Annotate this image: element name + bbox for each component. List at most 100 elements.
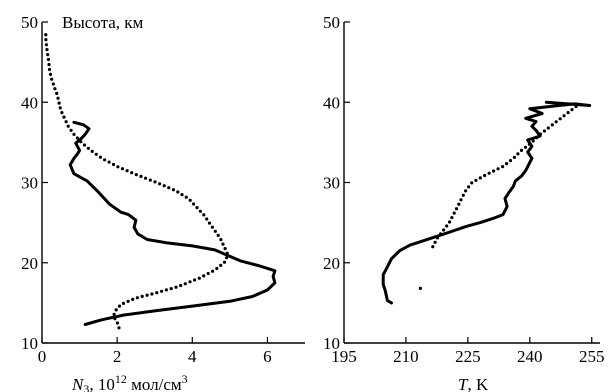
right-x-tick-label: 225 [455,347,481,366]
left-dotted-point [145,293,149,297]
left-ticks: 0 2 4 6 10 20 30 40 50 [21,13,272,366]
left-dotted-point [202,274,206,278]
right-dotted-point [448,220,452,224]
left-dotted-point [205,217,209,221]
left-dotted-point [162,184,166,188]
left-dotted-profile [44,33,229,330]
left-y-tick-label: 40 [21,93,38,112]
right-y-tick-label: 20 [323,254,340,273]
right-dotted-profile [431,104,578,249]
left-dotted-point [56,96,60,100]
left-dotted-point [103,158,107,162]
left-x-tick-label: 2 [113,347,122,366]
left-dotted-point [120,167,125,171]
left-dotted-point [60,111,64,115]
left-dotted-point [79,140,83,144]
right-x-tick-label: 240 [517,347,543,366]
right-y-tick-label: 30 [323,174,340,193]
left-dotted-point [188,198,192,202]
left-y-tick-label: 30 [21,174,38,193]
left-dotted-point [223,247,227,251]
left-dotted-point [44,38,48,42]
left-dotted-point [221,242,225,246]
left-dotted-point [130,171,134,175]
left-dotted-point [112,312,116,316]
left-dotted-point [188,280,192,284]
ozone-profile-panel: Высота, км N3, 1012 мол/см3 0 2 4 6 10 20 30 40… [21,13,305,392]
right-dotted-point [535,136,539,140]
left-dotted-point [131,297,135,301]
right-solid-profile [381,100,592,305]
left-dotted-point [197,276,201,280]
left-dotted-point [193,278,197,282]
right-dotted-point [554,120,558,124]
right-dotted-point [516,152,520,156]
left-dotted-point [94,152,98,156]
left-dotted-point [46,57,51,62]
left-dotted-point [171,188,175,192]
right-dotted-point [508,159,513,163]
right-dotted-point [527,142,532,146]
left-dotted-point [153,180,157,184]
left-dotted-point [139,174,143,178]
left-dotted-point [219,238,223,242]
left-x-tick-label: 6 [263,347,272,366]
right-x-tick-label: 195 [331,347,357,366]
left-dotted-point [117,304,122,308]
left-y-tick-label: 50 [21,13,38,32]
left-dotted-point [167,186,171,190]
right-dotted-point [512,155,517,159]
left-dotted-point [210,225,214,229]
right-dotted-point [470,181,474,185]
left-dotted-point [198,209,202,213]
right-dotted-point [523,145,528,149]
right-y-tick-label: 10 [323,334,340,353]
right-dotted-point [454,207,459,211]
temperature-profile-panel: T, K 195 210 225 240 255 10 20 30 40 50 [323,13,604,392]
left-dotted-point [121,301,126,305]
left-dotted-point [183,282,187,286]
right-dotted-point [546,126,550,130]
left-dotted-point [115,321,119,325]
right-dotted-point [431,245,435,249]
left-dotted-point [72,132,76,136]
left-dotted-point [75,136,79,140]
left-dotted-point [114,308,118,312]
left-dotted-point [206,271,210,276]
right-dotted-point [492,169,496,173]
left-dotted-point [134,173,138,177]
right-dotted-point [474,178,478,182]
right-dotted-point [483,173,487,178]
right-dotted-point [562,114,566,118]
right-ticks: 195 210 225 240 255 10 20 30 40 50 [323,13,604,366]
right-dotted-point [570,108,574,112]
left-dotted-point [176,190,180,194]
left-dotted-point [126,299,130,303]
right-dotted-point [496,167,500,171]
right-y-tick-label: 50 [323,13,340,32]
left-dotted-point [113,317,117,321]
left-dotted-point [202,213,206,217]
left-dotted-point [55,91,59,95]
left-dotted-point [57,101,61,105]
left-dotted-point [225,251,229,255]
right-dotted-point [566,111,570,115]
left-series [44,33,277,330]
right-dotted-point [439,232,443,236]
right-dotted-point [505,162,509,166]
right-dotted-point [452,211,456,215]
left-dotted-point [164,288,168,292]
left-dotted-point [82,143,87,147]
left-dotted-point [215,266,219,271]
right-dotted-point [574,104,578,109]
left-dotted-point [144,176,148,180]
left-dotted-point [51,82,55,86]
right-dotted-point [542,129,547,133]
right-dotted-point [433,240,437,244]
right-dotted-point [538,132,543,136]
left-dotted-point [135,296,139,300]
left-dotted-point [148,178,152,182]
right-x-tick-label: 210 [393,347,419,366]
right-dotted-point [418,286,422,290]
